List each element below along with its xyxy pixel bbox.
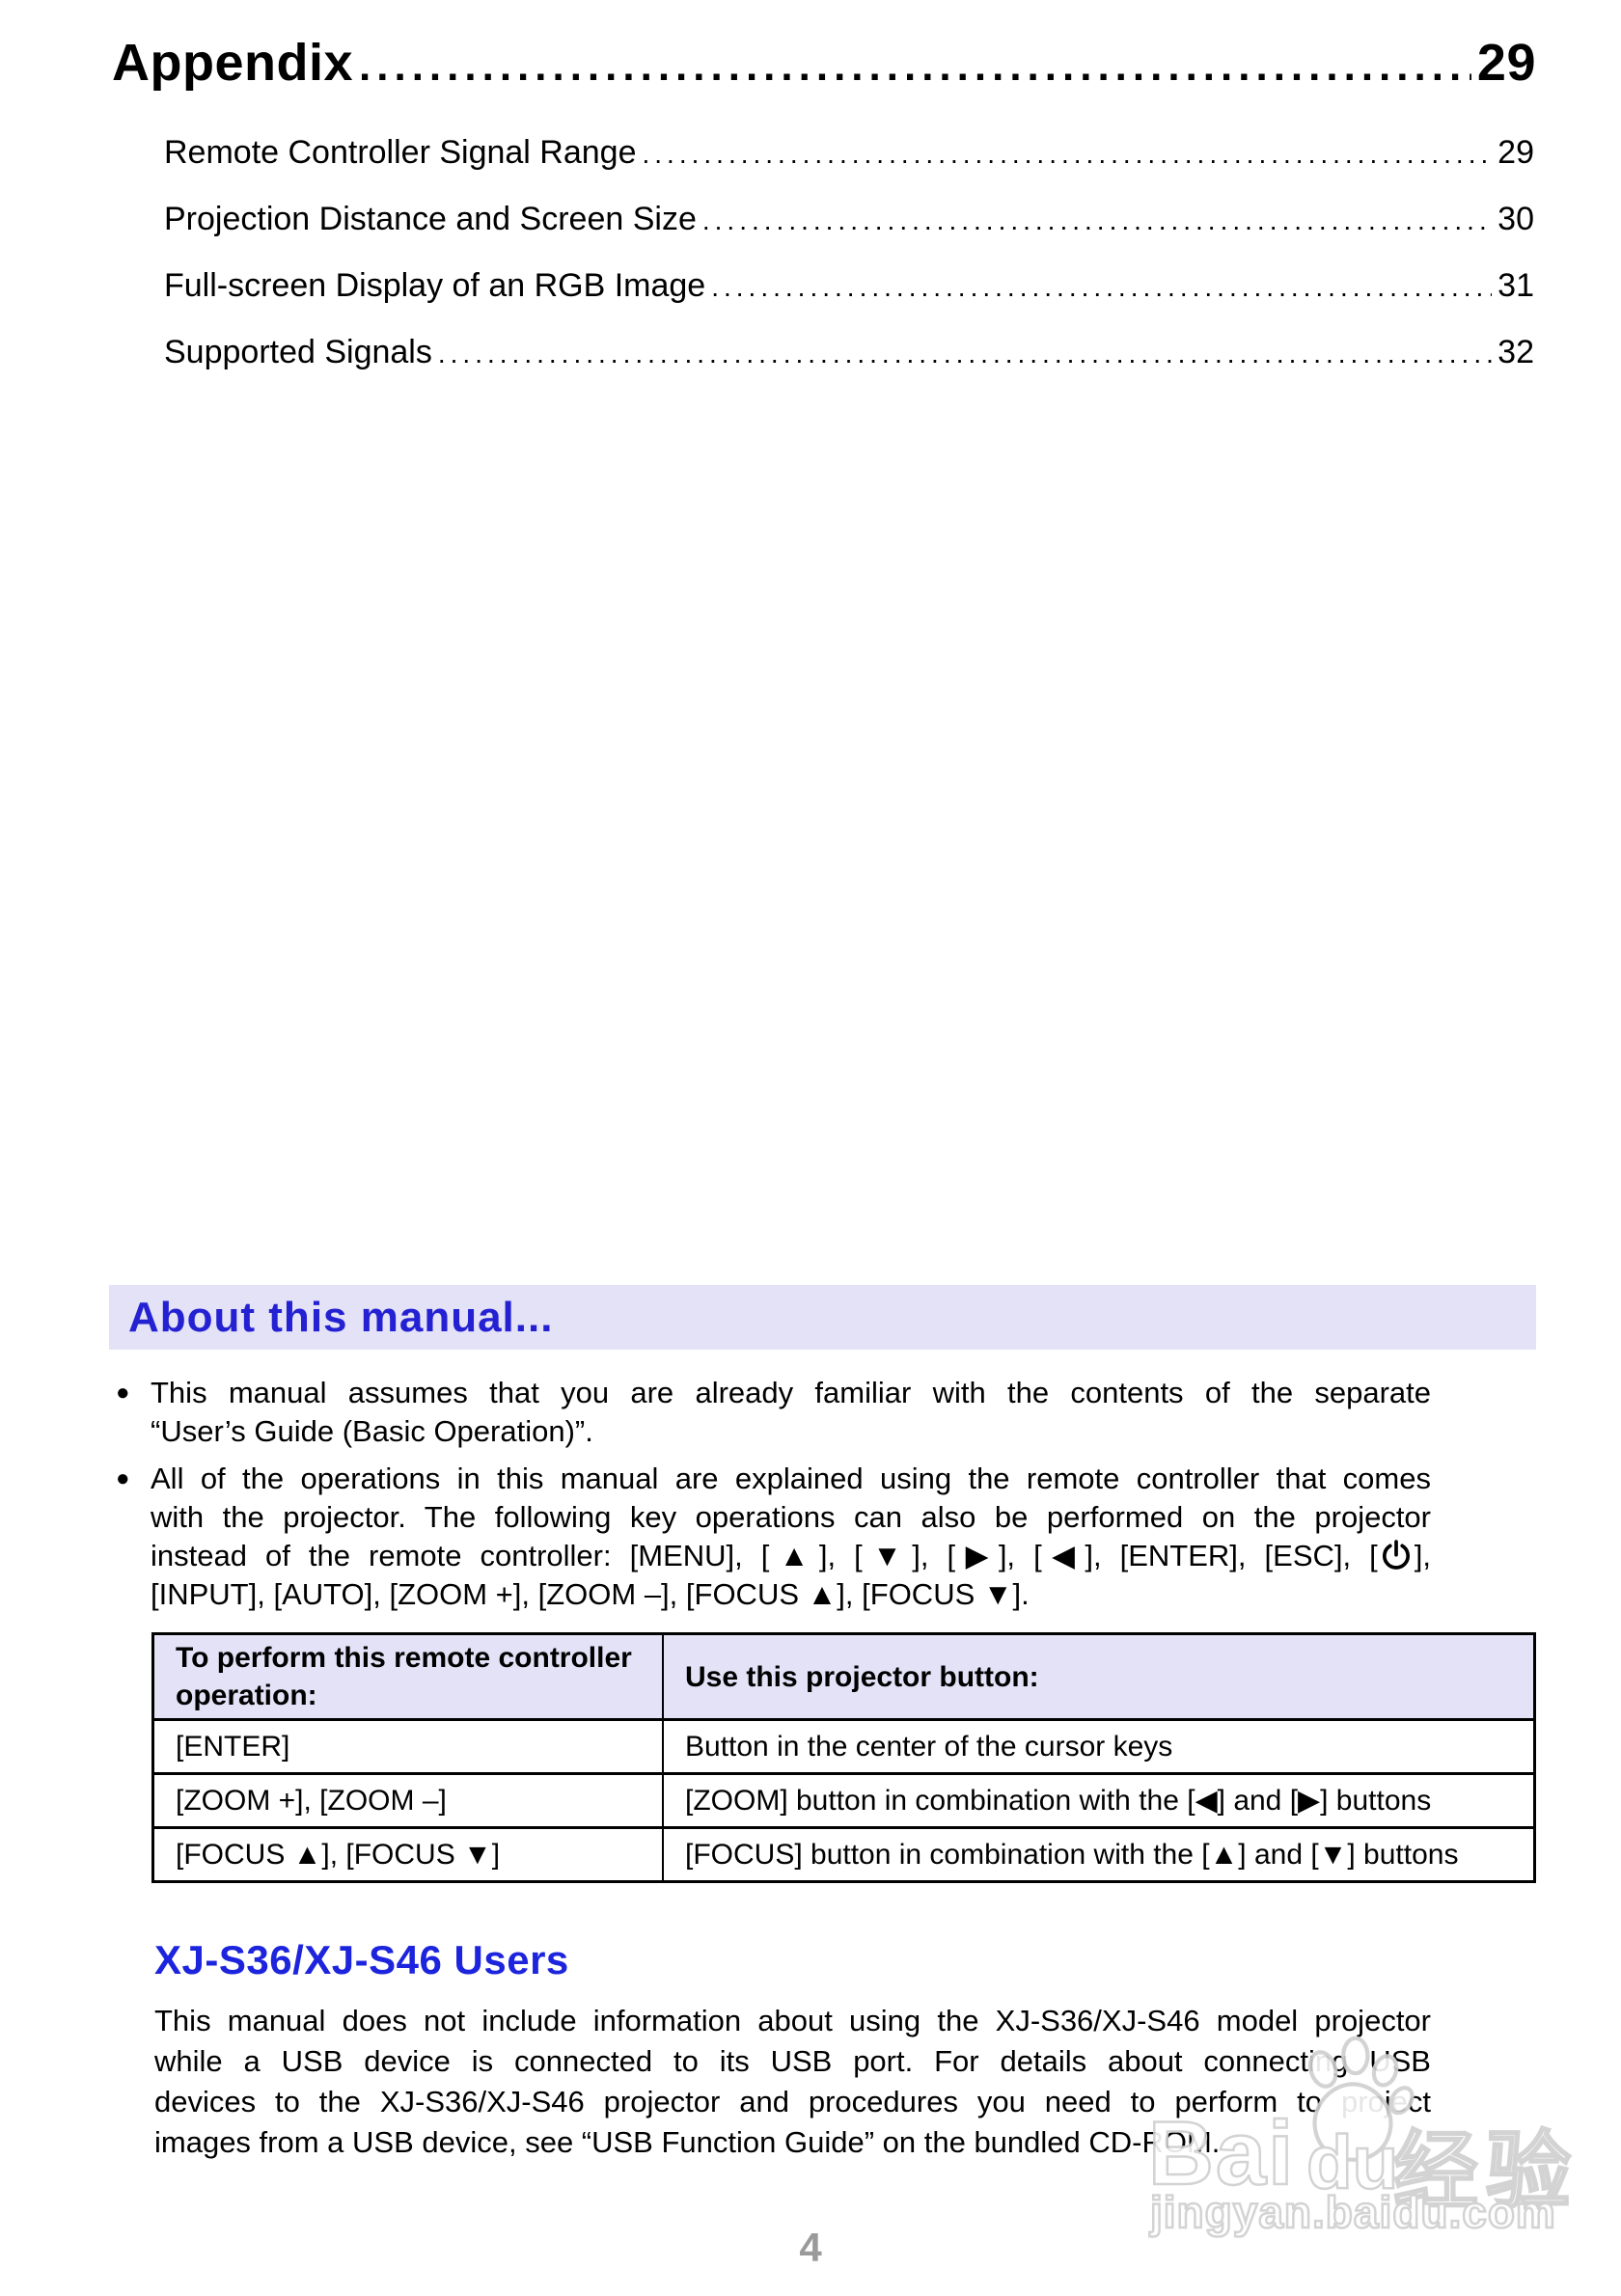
toc-entry-supported-signals: Supported Signals ......................… xyxy=(164,319,1534,386)
about-bullet-list: ● This manual assumes that you are alrea… xyxy=(116,1374,1431,1623)
leader-dots: ........................................… xyxy=(642,139,1493,169)
table-cell-button: [FOCUS] button in combination with the [… xyxy=(662,1826,1535,1882)
toc-entry-page: 29 xyxy=(1497,134,1534,171)
paragraph-line: This manual does not include information… xyxy=(154,2004,1431,2037)
leader-dots: ........................................… xyxy=(359,42,1471,90)
toc-heading-appendix: Appendix ...............................… xyxy=(112,33,1536,93)
bullet-line-prefix: instead of the remote controller: [MENU]… xyxy=(151,1539,1378,1572)
paragraph-line: images from a USB device, see “USB Funct… xyxy=(154,2125,1221,2159)
bullet-line: [INPUT], [AUTO], [ZOOM +], [ZOOM –], [FO… xyxy=(151,1577,1030,1611)
table-cell-operation: [ZOOM +], [ZOOM –] xyxy=(151,1772,663,1828)
toc-entry-page: 32 xyxy=(1497,334,1534,370)
toc-entry-label: Remote Controller Signal Range xyxy=(164,134,637,171)
toc-entry-fullscreen-rgb: Full-screen Display of an RGB Image ....… xyxy=(164,253,1534,319)
leader-dots: ........................................… xyxy=(711,272,1492,302)
table-row: [ENTER] Button in the center of the curs… xyxy=(151,1718,1535,1774)
bullet-item-operations: ● All of the operations in this manual a… xyxy=(116,1460,1431,1614)
toc-entries: Remote Controller Signal Range .........… xyxy=(164,120,1534,386)
table-cell-button: Button in the center of the cursor keys xyxy=(662,1718,1535,1774)
about-this-manual-banner: About this manual... xyxy=(109,1285,1536,1350)
toc-entry-label: Full-screen Display of an RGB Image xyxy=(164,267,706,304)
bullet-line-suffix: ], xyxy=(1414,1539,1431,1572)
bullet-text: This manual assumes that you are already… xyxy=(151,1374,1431,1451)
toc-entry-page: 30 xyxy=(1497,201,1534,237)
paragraph-line: devices to the XJ-S36/XJ-S46 projector a… xyxy=(154,2085,1431,2118)
remote-projector-button-table: To perform this remote controller operat… xyxy=(151,1632,1536,1883)
about-banner-title: About this manual... xyxy=(128,1294,554,1341)
toc-heading-page: 29 xyxy=(1476,34,1536,92)
leader-dots: ........................................… xyxy=(701,205,1492,235)
bullet-line: “User’s Guide (Basic Operation)”. xyxy=(151,1414,593,1448)
bullet-line: This manual assumes that you are already… xyxy=(151,1376,1431,1409)
table-header-operation: To perform this remote controller operat… xyxy=(151,1632,663,1720)
toc-heading-label: Appendix xyxy=(112,34,354,92)
toc-entry-projection-distance: Projection Distance and Screen Size ....… xyxy=(164,186,1534,253)
power-icon xyxy=(1382,1540,1410,1570)
xj-users-heading: XJ-S36/XJ-S46 Users xyxy=(154,1937,569,1982)
table-header-row: To perform this remote controller operat… xyxy=(151,1632,1535,1720)
bullet-line-with-power-icon: instead of the remote controller: [MENU]… xyxy=(151,1537,1431,1575)
leader-dots: ........................................… xyxy=(437,339,1492,369)
table-header-button: Use this projector button: xyxy=(662,1632,1535,1720)
bullet-line: All of the operations in this manual are… xyxy=(151,1462,1431,1495)
paragraph-line: while a USB device is connected to its U… xyxy=(154,2044,1431,2078)
table-row: [FOCUS ▲], [FOCUS ▼] [FOCUS] button in c… xyxy=(151,1826,1535,1882)
bullet-item-familiar: ● This manual assumes that you are alrea… xyxy=(116,1374,1431,1451)
table-cell-operation: [ENTER] xyxy=(151,1718,663,1774)
table-cell-button: [ZOOM] button in combination with the [◀… xyxy=(662,1772,1535,1828)
toc-entry-page: 31 xyxy=(1497,267,1534,304)
bullet-icon: ● xyxy=(116,1465,130,1491)
xj-users-paragraph: This manual does not include information… xyxy=(154,2001,1431,2163)
toc-entry-remote-controller-signal-range: Remote Controller Signal Range .........… xyxy=(164,120,1534,186)
table-row: [ZOOM +], [ZOOM –] [ZOOM] button in comb… xyxy=(151,1772,1535,1828)
bullet-icon: ● xyxy=(116,1380,130,1406)
bullet-line: with the projector. The following key op… xyxy=(151,1500,1431,1534)
table-cell-operation: [FOCUS ▲], [FOCUS ▼] xyxy=(151,1826,663,1882)
bullet-text: All of the operations in this manual are… xyxy=(151,1460,1431,1614)
toc-entry-label: Projection Distance and Screen Size xyxy=(164,201,697,237)
toc-entry-label: Supported Signals xyxy=(164,334,432,370)
page-number: 4 xyxy=(799,2225,822,2270)
